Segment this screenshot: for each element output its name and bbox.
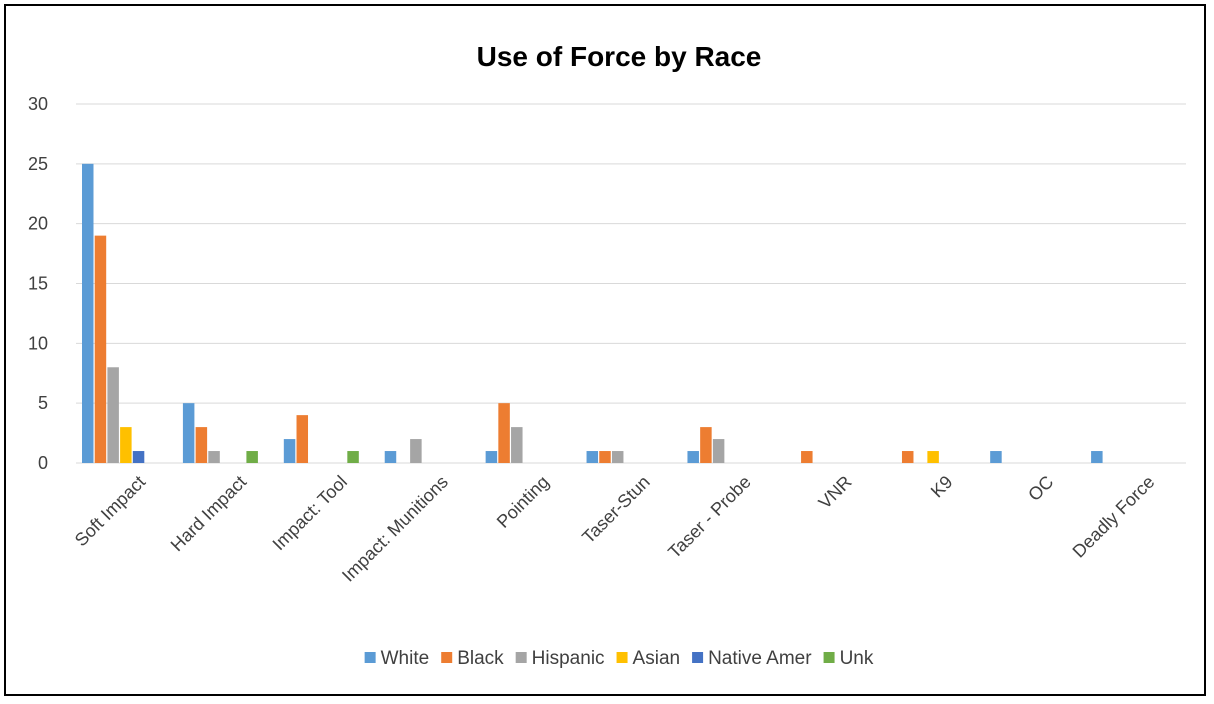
x-tick-label: Pointing (493, 472, 553, 532)
bar-black (94, 235, 107, 463)
bar-black (801, 451, 813, 463)
x-tick-label: OC (1024, 472, 1057, 505)
bar-hispanic (107, 367, 119, 463)
x-axis-ticks: Soft Impact Hard Impact Impact: ToolImpact… (71, 472, 1159, 586)
bar-white (1091, 451, 1103, 463)
x-tick-label: K9 (927, 472, 957, 502)
x-tick-label: Taser - Probe (664, 472, 755, 563)
chart-title: Use of Force by Race (477, 41, 762, 72)
legend-swatch (364, 652, 376, 663)
bar-hispanic (511, 427, 523, 463)
bar-native-amer (132, 451, 145, 463)
y-tick-label: 25 (28, 154, 48, 174)
y-tick-label: 5 (38, 393, 48, 413)
y-tick-label: 10 (28, 333, 48, 353)
bar-hispanic (410, 439, 422, 463)
chart-frame: Use of Force by Race 0 5 10 15 20 25 30 Soft I… (4, 4, 1206, 696)
bar-white (586, 451, 599, 463)
legend-label: Hispanic (532, 648, 605, 669)
y-tick-label: 20 (28, 214, 48, 234)
x-tick-label: Hard Impact (167, 472, 250, 555)
bar-hispanic (712, 439, 725, 463)
bar-unk (246, 451, 258, 463)
legend-swatch (441, 652, 453, 663)
bar-white (384, 451, 397, 463)
legend-label: Black (457, 648, 504, 669)
bar-white (990, 451, 1002, 463)
legend-label: Asian (633, 648, 681, 669)
legend-swatch (515, 652, 527, 663)
bar-chart: Use of Force by Race 0 5 10 15 20 25 30 Soft I… (28, 41, 1186, 669)
legend-label: White (381, 648, 430, 669)
y-tick-label: 30 (28, 94, 48, 114)
x-tick-label: VNR (815, 472, 856, 513)
legend-swatch (692, 652, 704, 663)
legend-swatch (616, 652, 628, 663)
x-tick-label: Taser-Stun (578, 472, 654, 548)
y-tick-label: 0 (38, 453, 48, 473)
bar-white (283, 439, 296, 463)
bar-black (901, 451, 914, 463)
legend-label: Native Amer (708, 648, 812, 669)
bar-white (82, 163, 94, 464)
bar-hispanic (208, 451, 220, 463)
bar-black (599, 451, 611, 463)
x-tick-label: Deadly Force (1069, 472, 1159, 562)
bar-black (700, 427, 712, 463)
x-tick-label: Soft Impact (71, 472, 150, 551)
y-axis-ticks: 0 5 10 15 20 25 30 (28, 94, 48, 473)
legend: White Black Hispanic Asian Native Amer Unk (364, 648, 874, 669)
bar-black (498, 403, 510, 463)
y-tick-label: 15 (28, 274, 48, 294)
gridlines (76, 103, 1186, 464)
bar-white (485, 451, 498, 463)
bar-asian (120, 427, 132, 463)
bar-black (296, 415, 309, 463)
bar-white (687, 451, 699, 463)
x-tick-label: Impact: Munitions (338, 472, 452, 586)
legend-swatch (823, 652, 835, 663)
legend-label: Unk (840, 648, 874, 669)
bar-hispanic (611, 451, 624, 463)
bars (82, 163, 1103, 464)
x-tick-label: Impact: Tool (269, 472, 352, 555)
bar-white (182, 403, 195, 463)
bar-black (195, 427, 208, 463)
bar-asian (927, 451, 939, 463)
bar-unk (347, 451, 359, 463)
